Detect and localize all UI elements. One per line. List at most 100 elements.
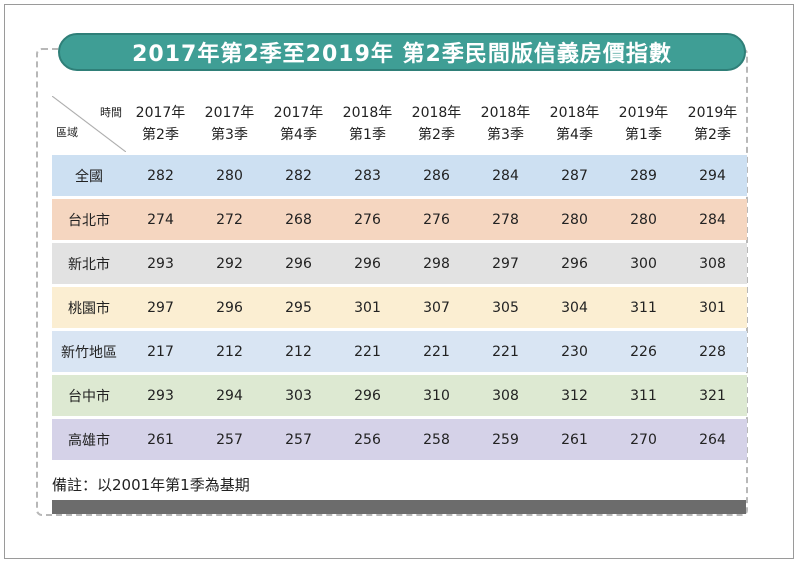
value-cell: 305	[471, 287, 540, 328]
region-cell: 桃園市	[52, 287, 126, 328]
value-cell: 268	[264, 199, 333, 240]
value-cell: 293	[126, 243, 195, 284]
value-cell: 283	[333, 155, 402, 196]
value-cell: 257	[264, 419, 333, 460]
value-cell: 289	[609, 155, 678, 196]
value-cell: 221	[333, 331, 402, 372]
value-cell: 272	[195, 199, 264, 240]
column-header: 2018年第3季	[471, 96, 540, 152]
column-header-year: 2019年	[687, 105, 738, 121]
column-header-year: 2019年	[618, 105, 669, 121]
value-cell: 307	[402, 287, 471, 328]
value-cell: 297	[471, 243, 540, 284]
value-cell: 221	[471, 331, 540, 372]
column-header: 2018年第2季	[402, 96, 471, 152]
column-header-year: 2017年	[273, 105, 324, 121]
value-cell: 301	[333, 287, 402, 328]
value-cell: 321	[678, 375, 747, 416]
price-index-table: 時間 區域 2017年 第2季 2017年 第3季 2017年 第4季 2018年 第1季 20…	[52, 93, 747, 463]
value-cell: 261	[540, 419, 609, 460]
value-cell: 274	[126, 199, 195, 240]
region-cell: 新竹地區	[52, 331, 126, 372]
value-cell: 312	[540, 375, 609, 416]
value-cell: 296	[333, 375, 402, 416]
value-cell: 280	[195, 155, 264, 196]
column-header-quarter: 第2季	[142, 127, 179, 143]
column-header-quarter: 第3季	[487, 127, 524, 143]
table-row: 全國 282 280 282 283 286 284 287 289 294	[52, 155, 747, 196]
value-cell: 261	[126, 419, 195, 460]
value-cell: 300	[609, 243, 678, 284]
column-header-year: 2018年	[411, 105, 462, 121]
column-header: 2019年第1季	[609, 96, 678, 152]
value-cell: 276	[402, 199, 471, 240]
value-cell: 284	[678, 199, 747, 240]
bottom-bar	[52, 500, 746, 514]
corner-region-label: 區域	[56, 126, 78, 139]
value-cell: 308	[678, 243, 747, 284]
value-cell: 280	[609, 199, 678, 240]
column-header-quarter: 第2季	[418, 127, 455, 143]
value-cell: 296	[333, 243, 402, 284]
value-cell: 298	[402, 243, 471, 284]
value-cell: 286	[402, 155, 471, 196]
value-cell: 311	[609, 375, 678, 416]
value-cell: 296	[264, 243, 333, 284]
table-row: 桃園市 297 296 295 301 307 305 304 311 301	[52, 287, 747, 328]
column-header-quarter: 第2季	[694, 127, 731, 143]
column-header-year: 2018年	[480, 105, 531, 121]
value-cell: 221	[402, 331, 471, 372]
corner-header: 時間 區域	[52, 96, 126, 152]
table-row: 台北市 274 272 268 276 276 278 280 280 284	[52, 199, 747, 240]
region-cell: 新北市	[52, 243, 126, 284]
value-cell: 296	[540, 243, 609, 284]
value-cell: 287	[540, 155, 609, 196]
header-row: 時間 區域 2017年 第2季 2017年 第3季 2017年 第4季 2018年 第1季 20…	[52, 96, 747, 152]
column-header-quarter: 第3季	[211, 127, 248, 143]
value-cell: 278	[471, 199, 540, 240]
value-cell: 308	[471, 375, 540, 416]
value-cell: 276	[333, 199, 402, 240]
region-cell: 高雄市	[52, 419, 126, 460]
value-cell: 296	[195, 287, 264, 328]
outer-frame	[4, 4, 794, 559]
value-cell: 217	[126, 331, 195, 372]
column-header-quarter: 第4季	[556, 127, 593, 143]
column-header-quarter: 第1季	[349, 127, 386, 143]
column-header-year: 2017年	[135, 105, 186, 121]
column-header-year: 2017年	[204, 105, 255, 121]
value-cell: 212	[195, 331, 264, 372]
value-cell: 311	[609, 287, 678, 328]
region-cell: 台中市	[52, 375, 126, 416]
value-cell: 310	[402, 375, 471, 416]
page-title: 2017年第2季至2019年 第2季民間版信義房價指數	[58, 33, 746, 71]
value-cell: 259	[471, 419, 540, 460]
region-cell: 台北市	[52, 199, 126, 240]
table-row: 新北市 293 292 296 296 298 297 296 300 308	[52, 243, 747, 284]
value-cell: 257	[195, 419, 264, 460]
value-cell: 270	[609, 419, 678, 460]
value-cell: 293	[126, 375, 195, 416]
value-cell: 294	[678, 155, 747, 196]
value-cell: 301	[678, 287, 747, 328]
value-cell: 294	[195, 375, 264, 416]
table-row: 台中市 293 294 303 296 310 308 312 311 321	[52, 375, 747, 416]
column-header-quarter: 第1季	[625, 127, 662, 143]
value-cell: 226	[609, 331, 678, 372]
table-body: 全國 282 280 282 283 286 284 287 289 294 台北市 274 272 26…	[52, 155, 747, 460]
value-cell: 282	[264, 155, 333, 196]
table-row: 新竹地區 217 212 212 221 221 221 230 226 228	[52, 331, 747, 372]
corner-time-label: 時間	[100, 106, 122, 119]
value-cell: 256	[333, 419, 402, 460]
value-cell: 264	[678, 419, 747, 460]
value-cell: 292	[195, 243, 264, 284]
value-cell: 228	[678, 331, 747, 372]
value-cell: 280	[540, 199, 609, 240]
column-header: 2018年 第4季	[540, 96, 609, 152]
value-cell: 295	[264, 287, 333, 328]
column-header: 2019年第2季	[678, 96, 747, 152]
value-cell: 282	[126, 155, 195, 196]
column-header-year: 2018年	[342, 105, 393, 121]
footnote: 備註：以2001年第1季為基期	[52, 476, 250, 494]
column-header: 2017年第3季	[195, 96, 264, 152]
